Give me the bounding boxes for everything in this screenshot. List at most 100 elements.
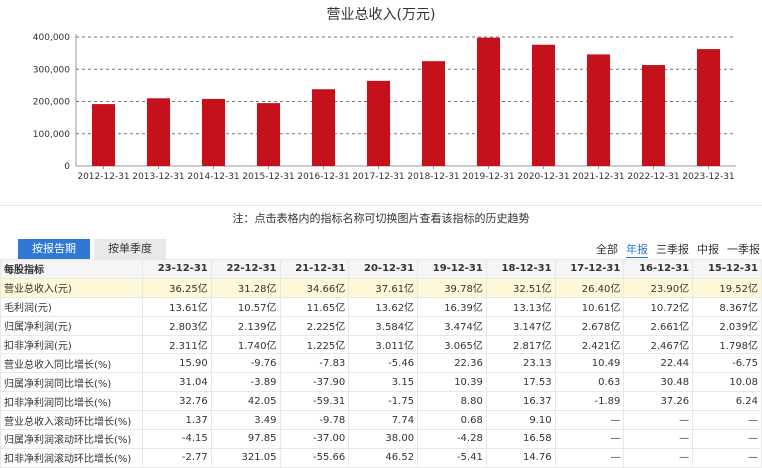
bar [531,44,556,166]
table-cell: — [554,410,625,431]
table-cell: 13.62亿 [348,296,419,317]
table-cell: -2.77 [142,447,212,468]
table-cell: 10.72亿 [623,296,694,317]
table-cell: 23.90亿 [623,277,694,298]
table-cell: 32.51亿 [485,277,556,298]
y-tick-label: 400,000 [33,33,70,43]
header-date: 21-12-31 [279,259,350,279]
table-row: 营业总收入(元) 36.25亿 31.28亿 34.66亿 37.61亿 39.78亿 32… [0,277,762,298]
filter-q1[interactable]: 一季报 [727,243,760,256]
bar [201,98,226,166]
indicator-name-link[interactable]: 营业总收入同比增长(%) [0,353,143,374]
filter-all[interactable]: 全部 [596,243,618,256]
indicator-name-link[interactable]: 扣非净利润(元) [0,334,143,355]
x-tick-label: 2013-12-31 [132,172,184,182]
table-cell: -59.31 [279,391,350,412]
table-cell: 39.78亿 [417,277,487,298]
table-cell: 1.225亿 [279,334,350,355]
header-date: 22-12-31 [210,259,281,279]
table-cell: 34.66亿 [279,277,350,298]
table-cell: 31.28亿 [210,277,281,298]
table-row: 营业总收入滚动环比增长(%) 1.37 3.49 -9.78 7.74 0.68 9.10—… [0,410,762,431]
table-cell: 10.08 [692,372,762,393]
indicator-name-link[interactable]: 营业总收入滚动环比增长(%) [0,410,143,431]
table-cell: -1.75 [348,391,419,412]
table-cell: 10.49 [554,353,625,374]
bar [91,104,116,166]
indicator-name-link[interactable]: 归属净利润(元) [0,315,143,336]
indicator-name-link[interactable]: 毛利润(元) [0,296,143,317]
table-cell: 7.74 [348,410,419,431]
filter-annual[interactable]: 年报 [626,243,648,258]
table-cell: 10.57亿 [210,296,281,317]
table-cell: -7.83 [279,353,350,374]
period-filter: 全部 年报 三季报 中报 一季报 [596,241,760,258]
indicator-name-link[interactable]: 归属净利润同比增长(%) [0,372,143,393]
tab-by-report-period[interactable]: 按报告期 [18,239,90,259]
table-cell: -4.15 [142,429,212,449]
table-cell: 3.474亿 [417,315,487,336]
chart-title: 营业总收入(万元) [326,7,436,23]
table-cell: 16.39亿 [417,296,487,317]
table-row: 营业总收入同比增长(%) 15.90 -9.76 -7.83 -5.46 22.36 23.… [0,353,762,374]
table-cell: -9.76 [210,353,281,374]
header-date: 20-12-31 [348,259,419,279]
table-cell: 2.421亿 [554,334,625,355]
x-tick-label: 2016-12-31 [297,172,349,182]
table-cell: 0.63 [554,372,625,393]
x-tick-label: 2019-12-31 [462,172,514,182]
table-cell: 16.37 [485,391,556,412]
bar [641,65,666,166]
table-cell: 2.803亿 [142,315,212,336]
table-cell: -3.89 [210,372,281,393]
table-cell: -5.46 [348,353,419,374]
table-cell: 1.740亿 [210,334,281,355]
table-cell: 2.139亿 [210,315,281,336]
table-cell: 10.61亿 [554,296,625,317]
table-cell: 8.367亿 [692,296,762,317]
x-tick-label: 2018-12-31 [407,172,459,182]
table-cell: 3.011亿 [348,334,419,355]
table-cell: 10.39 [417,372,487,393]
header-indicator: 每股指标 [0,259,143,279]
filter-q3[interactable]: 三季报 [656,243,689,256]
bar [311,89,336,166]
table-cell: -37.90 [279,372,350,393]
table-cell: 38.00 [348,429,419,449]
x-tick-label: 2017-12-31 [352,172,404,182]
indicator-name-link[interactable]: 扣非净利润滚动环比增长(%) [0,447,143,468]
table-cell: 97.85 [210,429,281,449]
table-row: 毛利润(元) 13.61亿 10.57亿 11.65亿 13.62亿 16.39亿 13.1… [0,296,762,317]
x-tick-label: 2021-12-31 [572,172,624,182]
table-row: 归属净利润同比增长(%) 31.04 -3.89 -37.90 3.15 10.39 17.… [0,372,762,393]
table-cell: -6.75 [692,353,762,374]
table-cell: 1.37 [142,410,212,431]
table-cell: 22.36 [417,353,487,374]
table-cell: 32.76 [142,391,212,412]
tab-by-quarter[interactable]: 按单季度 [94,239,166,259]
table-cell: 2.225亿 [279,315,350,336]
table-cell: 37.26 [623,391,694,412]
table-cell: 3.49 [210,410,281,431]
filter-mid[interactable]: 中报 [697,243,719,256]
indicator-name-link[interactable]: 营业总收入(元) [0,277,143,298]
indicator-name-link[interactable]: 扣非净利润同比增长(%) [0,391,143,412]
table-row: 扣非净利润(元) 2.311亿 1.740亿 1.225亿 3.011亿 3.065亿 2.… [0,334,762,355]
table-cell: — [692,447,762,468]
table-cell: 22.44 [623,353,694,374]
table-row: 扣非净利润滚动环比增长(%) -2.77 321.05 -55.66 46.52 -5.4… [0,447,762,468]
chart-panel: 营业总收入(万元) 0 100,000 200,000 300,000 400,000 2… [0,0,762,206]
x-tick-label: 2020-12-31 [517,172,569,182]
table-cell: 36.25亿 [142,277,212,298]
indicator-name-link[interactable]: 归属净利润滚动环比增长(%) [0,429,143,449]
table-cell: 31.04 [142,372,212,393]
table-cell: 6.24 [692,391,762,412]
table-cell: 23.13 [485,353,556,374]
table-cell: — [554,447,625,468]
table-cell: 30.48 [623,372,694,393]
y-tick-label: 100,000 [33,130,70,140]
table-cell: 19.52亿 [692,277,762,298]
table-cell: — [692,410,762,431]
x-tick-label: 2015-12-31 [242,172,294,182]
table-cell: 2.039亿 [692,315,762,336]
